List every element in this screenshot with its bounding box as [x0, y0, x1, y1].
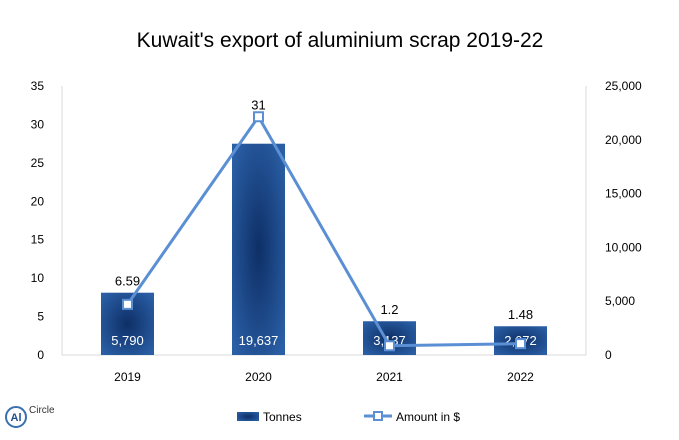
- right-axis-ticks: 0 5,000 10,000 15,000 20,000 25,000: [605, 79, 642, 362]
- x-tick-label: 2019: [114, 370, 141, 384]
- right-tick-label: 10,000: [605, 240, 642, 254]
- amount-value-label: 6.59: [115, 274, 140, 289]
- left-tick-label: 25: [31, 156, 45, 170]
- alcircle-logo: Al Circle: [5, 405, 55, 428]
- left-tick-label: 0: [37, 348, 44, 362]
- right-tick-label: 0: [605, 348, 612, 362]
- left-tick-label: 10: [31, 271, 45, 285]
- x-axis-ticks: 2019 2020 2021 2022: [114, 370, 534, 384]
- left-axis-ticks: 0 5 10 15 20 25 30 35: [31, 79, 45, 362]
- legend: Tonnes Amount in $: [237, 410, 460, 424]
- right-tick-label: 15,000: [605, 187, 642, 201]
- left-tick-label: 30: [31, 117, 45, 131]
- left-tick-label: 20: [31, 194, 45, 208]
- amount-line: [126, 113, 521, 348]
- line-series: 6.59 31 1.2 1.48: [115, 98, 533, 352]
- x-tick-label: 2022: [507, 370, 534, 384]
- legend-label-amount: Amount in $: [396, 410, 460, 424]
- right-tick-label: 5,000: [605, 294, 635, 308]
- left-tick-label: 5: [37, 310, 44, 324]
- amount-marker: [253, 111, 264, 123]
- amount-marker: [122, 298, 133, 310]
- logo-wordmark: Circle: [29, 405, 55, 416]
- left-tick-label: 15: [31, 233, 45, 247]
- bar-value-label: 19,637: [239, 333, 279, 348]
- amount-value-label: 1.48: [508, 307, 533, 322]
- x-tick-label: 2021: [376, 370, 403, 384]
- right-tick-label: 20,000: [605, 133, 642, 147]
- amount-marker: [515, 338, 526, 350]
- x-tick-label: 2020: [245, 370, 272, 384]
- amount-value-label: 31: [251, 98, 265, 113]
- bar: [232, 143, 285, 355]
- legend-swatch-tonnes: [237, 412, 259, 421]
- right-tick-label: 25,000: [605, 79, 642, 93]
- amount-marker: [384, 340, 395, 352]
- logo-mark: Al: [11, 412, 22, 424]
- chart-title: Kuwait's export of aluminium scrap 2019-…: [137, 29, 544, 52]
- bar-value-label: 5,790: [111, 333, 144, 348]
- amount-value-label: 1.2: [380, 302, 398, 317]
- legend-swatch-amount-marker: [373, 411, 383, 421]
- legend-label-tonnes: Tonnes: [263, 410, 302, 424]
- left-tick-label: 35: [31, 79, 45, 93]
- logo-circle: [5, 406, 27, 428]
